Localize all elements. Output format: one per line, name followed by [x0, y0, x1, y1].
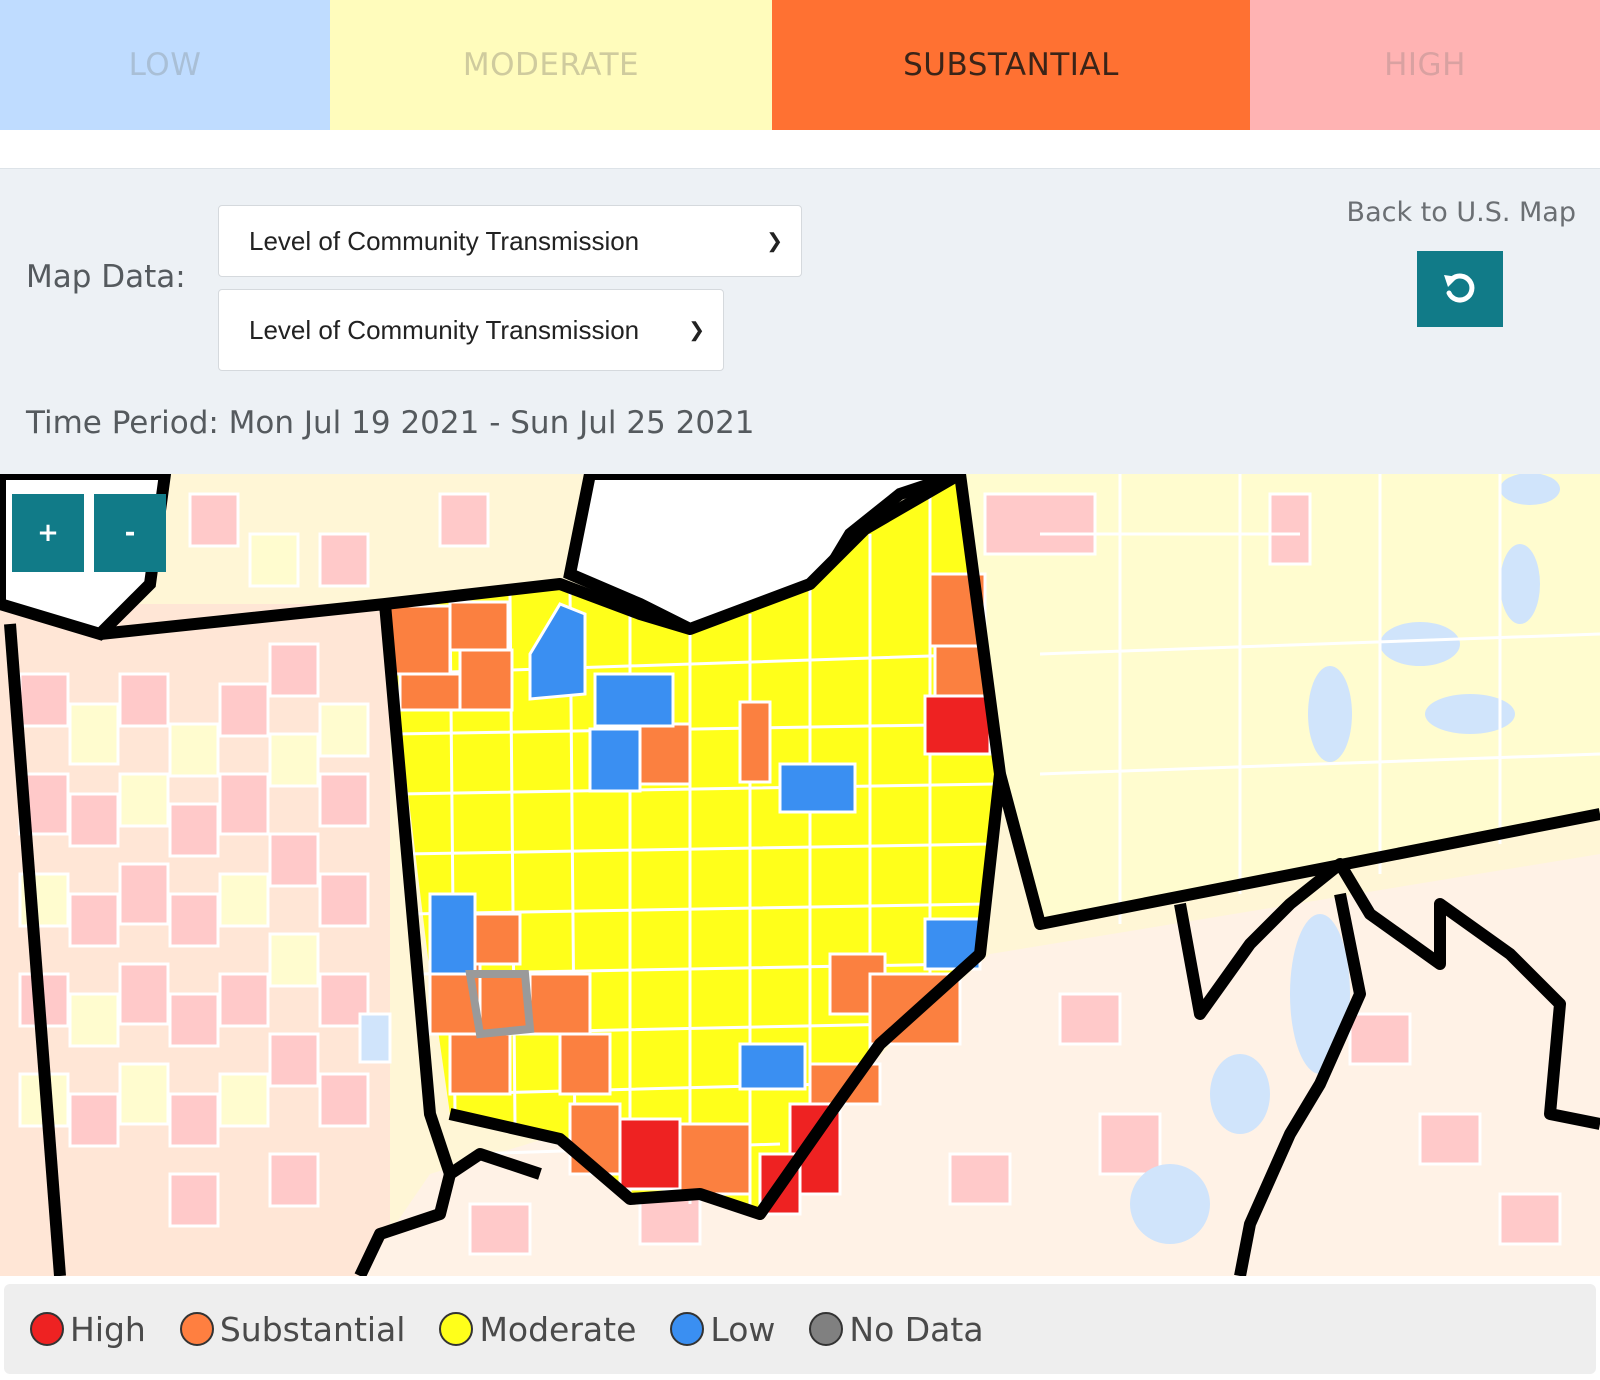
map-legend: High Substantial Moderate Low No Data: [4, 1284, 1596, 1374]
pennsylvania-region: [965, 474, 1600, 924]
map-data-select-secondary[interactable]: Level of Community Transmission ❯: [218, 289, 724, 371]
legend-swatch: [670, 1312, 705, 1346]
legend-label: High: [70, 1309, 146, 1349]
chevron-down-icon: ❯: [766, 230, 783, 253]
chevron-down-icon: ❯: [688, 319, 705, 342]
no-data-county-outline: [465, 970, 535, 1039]
level-low: LOW: [0, 0, 330, 130]
level-high: HIGH: [1250, 0, 1600, 130]
map-data-select-secondary-value: Level of Community Transmission: [249, 314, 640, 345]
legend-swatch: [179, 1312, 214, 1346]
legend-label: Moderate: [479, 1309, 637, 1349]
ohio-high-counties: [618, 694, 992, 1216]
legend-item-high: High: [30, 1310, 146, 1349]
map-data-label: Map Data:: [26, 259, 186, 295]
level-moderate: MODERATE: [330, 0, 772, 130]
time-period: Time Period: Mon Jul 19 2021 - Sun Jul 2…: [26, 405, 755, 441]
back-to-us-map-button[interactable]: [1417, 251, 1503, 327]
legend-swatch: [30, 1312, 64, 1346]
legend-item-moderate: Moderate: [439, 1310, 636, 1349]
state-borders: [4, 474, 1600, 1276]
legend-item-no-data: No Data: [809, 1309, 984, 1349]
back-to-us-map-label: Back to U.S. Map: [1346, 197, 1576, 228]
map-controls-panel: Map Data: Level of Community Transmissio…: [0, 168, 1600, 476]
transmission-level-bar: LOW MODERATE SUBSTANTIAL HIGH: [0, 0, 1600, 130]
level-substantial-active: SUBSTANTIAL: [772, 0, 1250, 130]
legend-item-low: Low: [670, 1310, 775, 1349]
legend-item-substantial: Substantial: [179, 1309, 406, 1349]
legend-swatch: [439, 1312, 474, 1346]
legend-label: Low: [710, 1309, 776, 1349]
zoom-in-button[interactable]: +: [12, 494, 84, 572]
ohio-low-counties: [428, 602, 982, 1091]
legend-label: Substantial: [219, 1309, 406, 1349]
map-data-select-primary[interactable]: Level of Community Transmission ❯: [218, 205, 802, 277]
legend-label: No Data: [849, 1309, 984, 1349]
zoom-out-button[interactable]: -: [94, 494, 166, 572]
legend-swatch: [809, 1312, 844, 1346]
map-data-select-primary-value: Level of Community Transmission: [249, 225, 640, 256]
faded-counties: [18, 492, 490, 1228]
southern-region: [360, 854, 1600, 1276]
county-map[interactable]: [0, 474, 1600, 1276]
ohio-county-lines: [389, 494, 996, 1214]
county-map-canvas[interactable]: [0, 474, 1600, 1276]
undo-arrow-icon: [1444, 273, 1475, 303]
